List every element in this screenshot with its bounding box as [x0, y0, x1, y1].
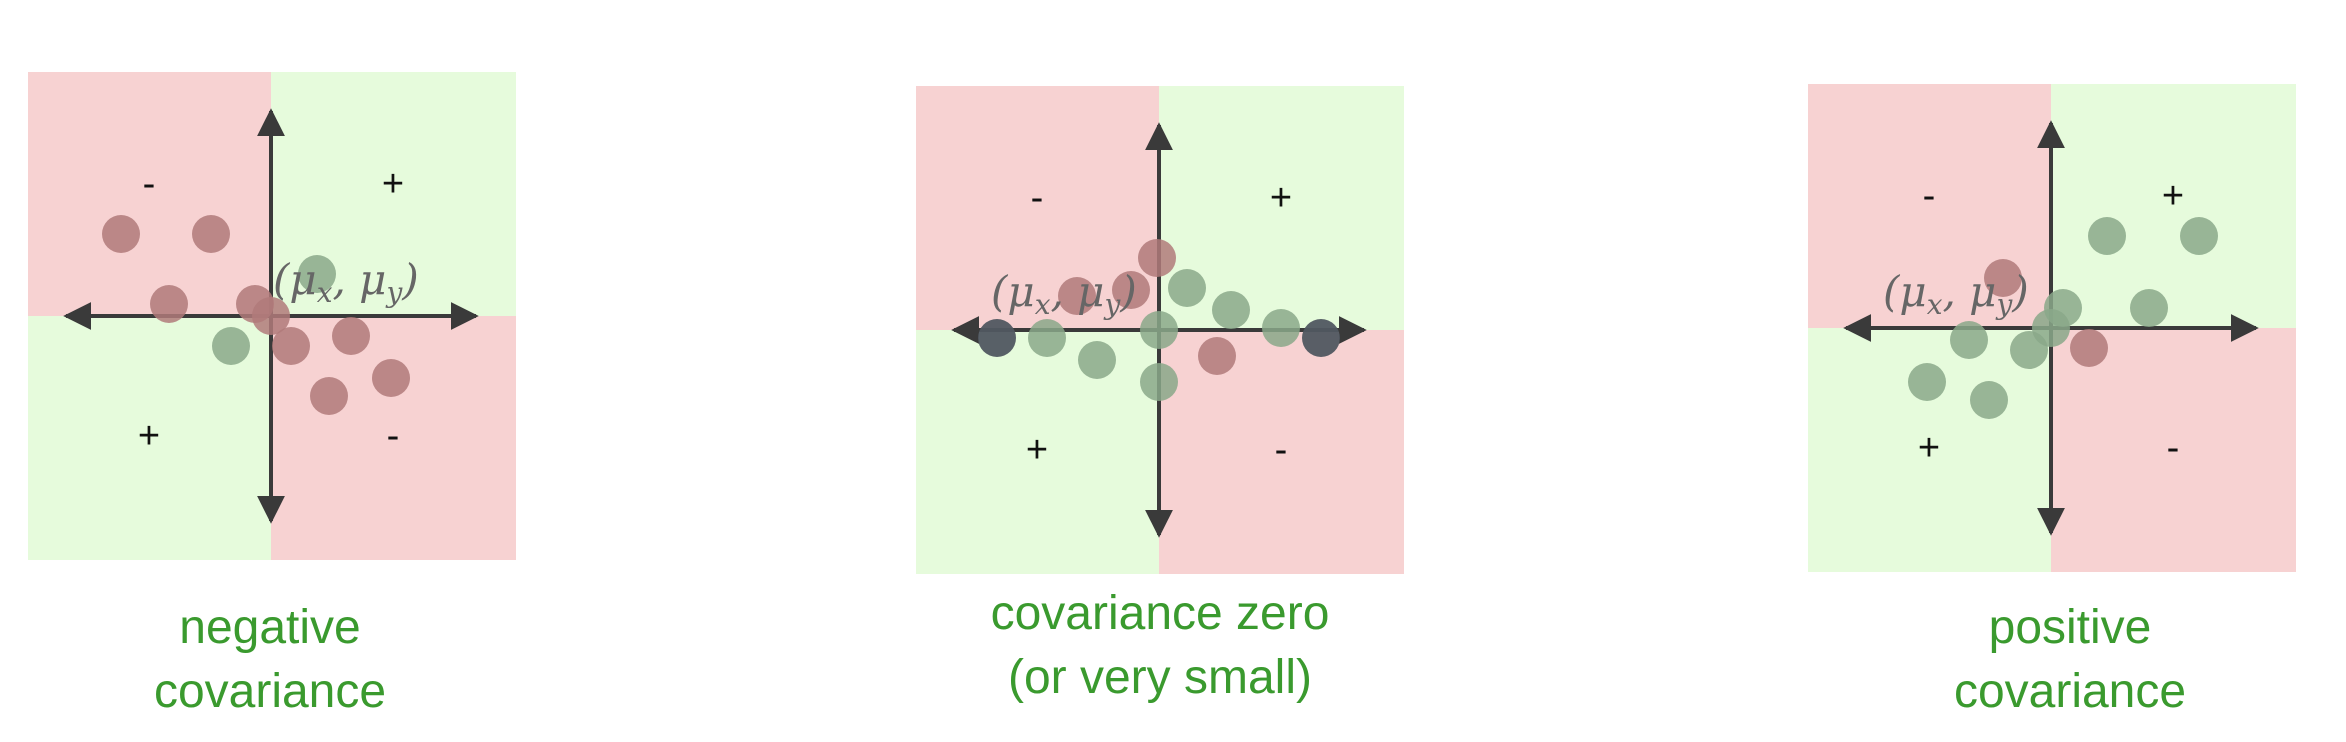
quadrant-sign: -	[1923, 175, 1936, 217]
quadrant-sign: +	[1270, 177, 1292, 219]
mean-label: (μx, μy)	[991, 267, 1137, 321]
data-point	[1138, 239, 1176, 277]
panel-negative: - + + - (μx, μy)	[28, 72, 518, 562]
data-point	[1198, 337, 1236, 375]
data-point	[252, 297, 290, 335]
data-point	[2088, 217, 2126, 255]
quadrant-bottom-left	[916, 330, 1159, 574]
quadrant-bottom-right	[2051, 328, 2296, 572]
data-point	[272, 327, 310, 365]
data-point	[372, 359, 410, 397]
caption-line: covariance zero	[990, 587, 1330, 640]
quadrant-sign: +	[138, 415, 160, 457]
caption-line: covariance	[153, 665, 387, 718]
mean-label: (μx, μy)	[1883, 267, 2029, 321]
data-point	[1058, 277, 1096, 315]
data-point	[2180, 217, 2218, 255]
data-point	[310, 377, 348, 415]
scatter-plot: - + + - (μx, μy)	[951, 122, 1367, 538]
data-point	[1302, 319, 1340, 357]
data-point	[102, 215, 140, 253]
caption-line: positive	[1988, 601, 2152, 654]
quadrant-sign: -	[143, 163, 156, 205]
data-point	[332, 317, 370, 355]
quadrant-sign: -	[2167, 427, 2180, 469]
quadrant-sign: +	[2162, 175, 2184, 217]
data-point	[2070, 329, 2108, 367]
data-point	[1168, 269, 1206, 307]
caption-line: (or very small)	[1007, 651, 1312, 704]
data-point	[192, 215, 230, 253]
data-point	[1028, 319, 1066, 357]
caption-positive: positive covariance	[1890, 596, 2250, 724]
mean-label: (μx, μy)	[273, 255, 419, 309]
data-point	[2130, 289, 2168, 327]
quadrant-sign: +	[1026, 429, 1048, 471]
quadrant-sign: -	[1275, 429, 1288, 471]
data-point	[298, 255, 336, 293]
data-point	[1112, 271, 1150, 309]
data-point	[2010, 331, 2048, 369]
quadrant-top-right	[2051, 84, 2296, 328]
quadrant-bottom-right	[1159, 330, 1404, 574]
data-point	[1970, 381, 2008, 419]
data-point	[1984, 259, 2022, 297]
data-point	[978, 319, 1016, 357]
data-point	[1908, 363, 1946, 401]
panel-positive: - + + - (μx, μy)	[1808, 84, 2298, 574]
quadrant-bottom-right	[271, 316, 516, 560]
scatter-plot: - + + - (μx, μy)	[1843, 120, 2259, 536]
data-point	[1262, 309, 1300, 347]
quadrant-sign: -	[387, 415, 400, 457]
data-point	[1950, 321, 1988, 359]
caption-line: covariance	[1953, 665, 2187, 718]
quadrant-sign: +	[382, 163, 404, 205]
quadrant-sign: -	[1031, 177, 1044, 219]
caption-zero: covariance zero (or very small)	[930, 582, 1390, 710]
quadrant-sign: +	[1918, 427, 1940, 469]
data-point	[1140, 311, 1178, 349]
data-point	[150, 285, 188, 323]
caption-negative: negative covariance	[90, 596, 450, 724]
data-point	[1212, 291, 1250, 329]
data-point	[1140, 363, 1178, 401]
data-point	[1078, 341, 1116, 379]
data-point	[212, 327, 250, 365]
caption-line: negative	[179, 601, 361, 654]
quadrant-top-left	[28, 72, 271, 316]
panel-zero: - + + - (μx, μy)	[916, 86, 1406, 576]
scatter-plot: - + + - (μx, μy)	[63, 108, 479, 524]
